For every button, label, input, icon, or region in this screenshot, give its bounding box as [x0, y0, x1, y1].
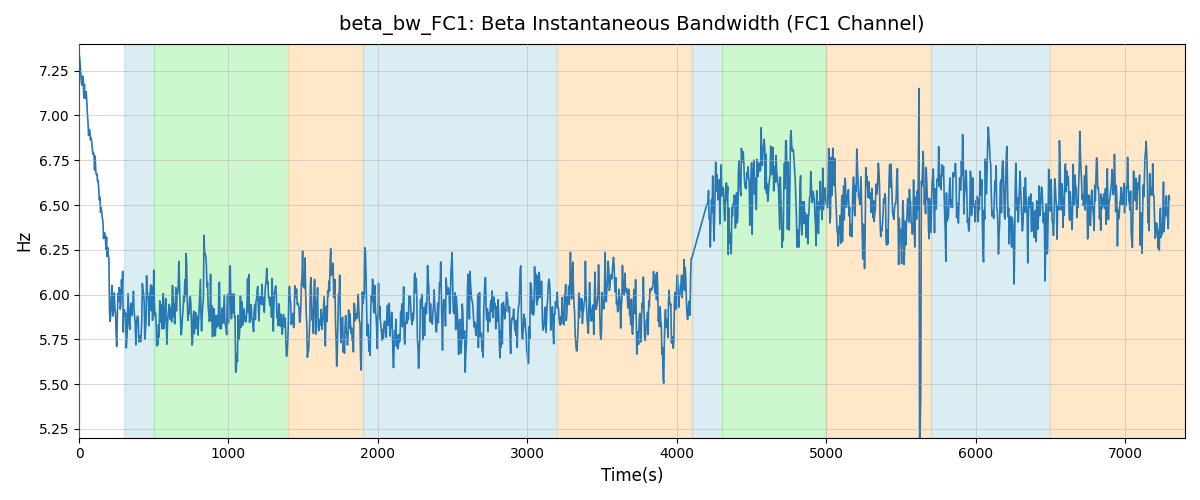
Bar [691, 44, 721, 438]
Bar [154, 44, 288, 438]
X-axis label: Time(s): Time(s) [601, 467, 664, 485]
Bar [362, 44, 557, 438]
Y-axis label: Hz: Hz [14, 230, 32, 252]
Bar [1050, 44, 1186, 438]
Bar [288, 44, 362, 438]
Bar [124, 44, 154, 438]
Bar [557, 44, 691, 438]
Bar [827, 44, 931, 438]
Bar [931, 44, 1050, 438]
Title: beta_bw_FC1: Beta Instantaneous Bandwidth (FC1 Channel): beta_bw_FC1: Beta Instantaneous Bandwidt… [340, 15, 925, 35]
Bar [721, 44, 827, 438]
